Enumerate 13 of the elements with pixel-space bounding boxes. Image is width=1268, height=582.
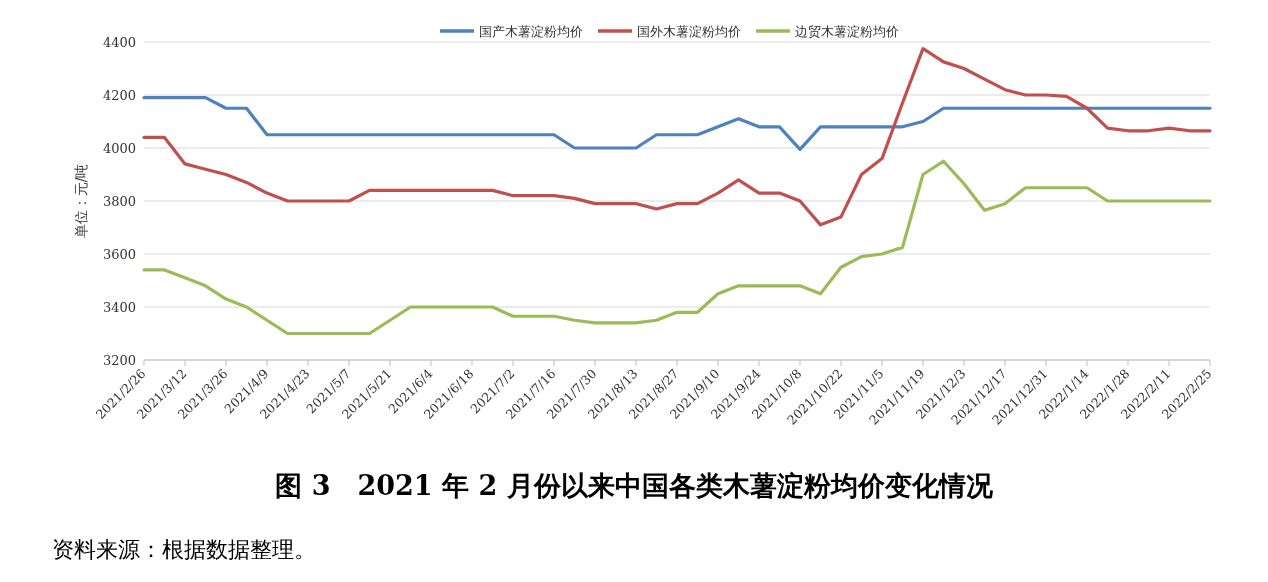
- text: 图 3 2021 年 2 月份以来中国各类木薯淀粉均价变化情况: [275, 470, 994, 501]
- y-tick-label: 4000: [102, 141, 136, 156]
- y-tick-label: 3200: [102, 353, 136, 368]
- legend-label: 边贸木薯淀粉均价: [795, 24, 899, 39]
- y-tick-label: 4200: [102, 88, 136, 103]
- y-axis-title: 单位：元/吨: [73, 163, 89, 239]
- legend-label: 国产木薯淀粉均价: [479, 24, 583, 39]
- y-tick-label: 3400: [102, 300, 136, 315]
- text: 资料来源：根据数据整理。: [52, 537, 316, 562]
- legend-label: 国外木薯淀粉均价: [637, 24, 741, 39]
- y-tick-label: 3800: [102, 194, 136, 209]
- y-tick-label: 3600: [102, 247, 136, 262]
- y-tick-label: 4400: [102, 35, 136, 50]
